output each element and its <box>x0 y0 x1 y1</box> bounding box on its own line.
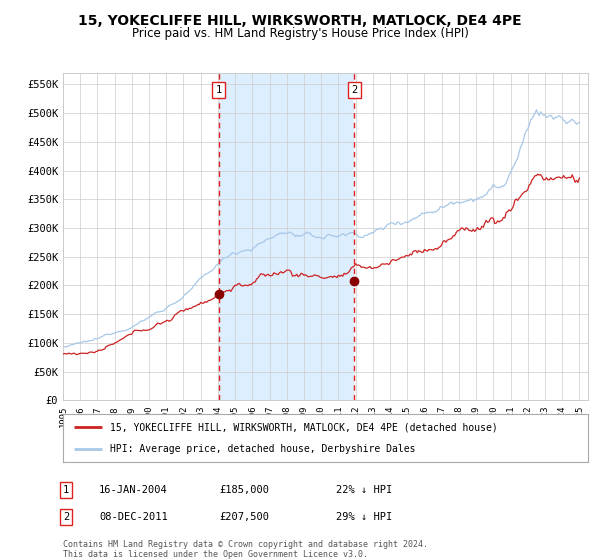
Text: 16-JAN-2004: 16-JAN-2004 <box>99 485 168 495</box>
Text: 08-DEC-2011: 08-DEC-2011 <box>99 512 168 522</box>
Text: 15, YOKECLIFFE HILL, WIRKSWORTH, MATLOCK, DE4 4PE: 15, YOKECLIFFE HILL, WIRKSWORTH, MATLOCK… <box>78 14 522 28</box>
Text: Contains HM Land Registry data © Crown copyright and database right 2024.: Contains HM Land Registry data © Crown c… <box>63 540 428 549</box>
Text: HPI: Average price, detached house, Derbyshire Dales: HPI: Average price, detached house, Derb… <box>110 444 416 454</box>
Text: £207,500: £207,500 <box>219 512 269 522</box>
Text: 22% ↓ HPI: 22% ↓ HPI <box>336 485 392 495</box>
Text: 1: 1 <box>215 85 222 95</box>
Text: 1: 1 <box>63 485 69 495</box>
Bar <box>218 73 355 400</box>
Text: Price paid vs. HM Land Registry's House Price Index (HPI): Price paid vs. HM Land Registry's House … <box>131 27 469 40</box>
Text: 29% ↓ HPI: 29% ↓ HPI <box>336 512 392 522</box>
Text: 2: 2 <box>351 85 358 95</box>
Text: £185,000: £185,000 <box>219 485 269 495</box>
Text: 2: 2 <box>63 512 69 522</box>
Text: This data is licensed under the Open Government Licence v3.0.: This data is licensed under the Open Gov… <box>63 550 368 559</box>
Text: 15, YOKECLIFFE HILL, WIRKSWORTH, MATLOCK, DE4 4PE (detached house): 15, YOKECLIFFE HILL, WIRKSWORTH, MATLOCK… <box>110 422 498 432</box>
